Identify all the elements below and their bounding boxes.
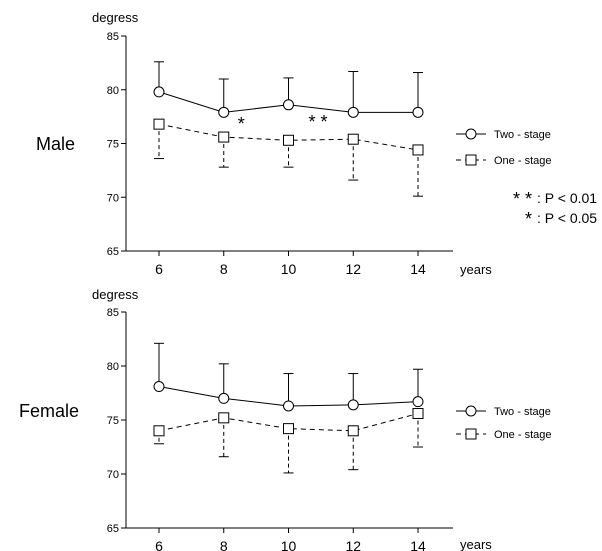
data-point-square — [283, 134, 294, 146]
y-tick-label: 80 — [107, 361, 119, 373]
series-one-stage — [153, 408, 424, 474]
chart-panel-male: 65 70 75 80 85 6 8 10 12 14 degress years Male Two - … — [36, 10, 597, 277]
y-tick-label: 70 — [107, 469, 119, 481]
y-axis-label: degress — [92, 10, 139, 25]
data-point-circle — [347, 106, 359, 118]
series-two-stage — [153, 61, 424, 118]
x-tick-label: 14 — [410, 261, 426, 277]
x-tick-label: 6 — [155, 261, 163, 277]
data-point-square — [218, 131, 230, 143]
data-point-square — [283, 423, 294, 435]
x-tick-label: 10 — [281, 538, 297, 551]
data-point-square — [347, 133, 359, 145]
y-tick-label: 75 — [107, 139, 119, 151]
y-tick-label: 65 — [107, 523, 119, 535]
x-tick-label: 14 — [410, 538, 426, 551]
data-point-circle — [283, 400, 294, 412]
series-one-stage — [153, 118, 424, 197]
legend-label: One - stage — [494, 429, 551, 441]
y-tick-label: 65 — [107, 246, 119, 258]
x-tick-label: 6 — [155, 538, 163, 551]
data-point-square — [153, 425, 165, 437]
data-point-circle — [153, 381, 165, 393]
y-tick-label: 85 — [107, 307, 119, 319]
data-point-square — [218, 412, 230, 424]
data-point-circle — [218, 392, 230, 404]
legend-entry: One - stage — [456, 428, 551, 441]
data-point-circle — [218, 106, 230, 118]
series-two-stage — [153, 342, 424, 412]
x-axis-label: years — [460, 537, 492, 551]
y-tick-label: 70 — [107, 192, 119, 204]
y-tick-label: 85 — [107, 31, 119, 43]
x-tick-label: 8 — [220, 538, 228, 551]
data-point-circle — [412, 106, 424, 118]
significance-key-label: : P < 0.05 — [537, 210, 597, 226]
significance-key-symbol: * * — [513, 189, 532, 209]
legend-entry: One - stage — [456, 154, 551, 167]
significance-key-label: : P < 0.01 — [537, 190, 597, 206]
x-tick-label: 12 — [345, 261, 361, 277]
legend-entry: Two - stage — [456, 405, 551, 418]
x-tick-label: 8 — [220, 261, 228, 277]
x-axis-label: years — [460, 262, 492, 277]
series-line — [158, 413, 419, 432]
data-point-square — [412, 144, 424, 156]
y-tick-label: 80 — [107, 85, 119, 97]
panel-label: Female — [19, 401, 79, 421]
significance-star: * * — [309, 112, 328, 132]
legend-label: One - stage — [494, 155, 551, 167]
significance-key: * * : P < 0.01 * : P < 0.05 — [513, 189, 597, 229]
legend-entry: Two - stage — [456, 128, 551, 141]
legend-marker-square — [465, 428, 477, 440]
data-point-square — [153, 118, 165, 130]
chart-panel-female: 65 70 75 80 85 6 8 10 12 14 degress years Female Two … — [19, 287, 551, 551]
x-tick-label: 12 — [345, 538, 361, 551]
data-point-square — [347, 425, 359, 437]
y-axis-label: degress — [92, 287, 139, 302]
significance-key-symbol: * — [525, 209, 532, 229]
data-point-circle — [283, 99, 294, 111]
significance-star: * — [238, 114, 245, 134]
panel-label: Male — [36, 134, 75, 154]
data-point-square — [412, 408, 424, 420]
legend-marker-circle — [465, 405, 477, 417]
data-point-circle — [347, 399, 359, 411]
legend-marker-square — [465, 154, 477, 166]
x-tick-label: 10 — [281, 261, 297, 277]
legend-label: Two - stage — [494, 406, 551, 418]
data-point-circle — [153, 86, 165, 98]
legend-marker-circle — [465, 128, 477, 140]
data-point-circle — [412, 396, 424, 408]
y-tick-label: 75 — [107, 415, 119, 427]
legend-label: Two - stage — [494, 129, 551, 141]
